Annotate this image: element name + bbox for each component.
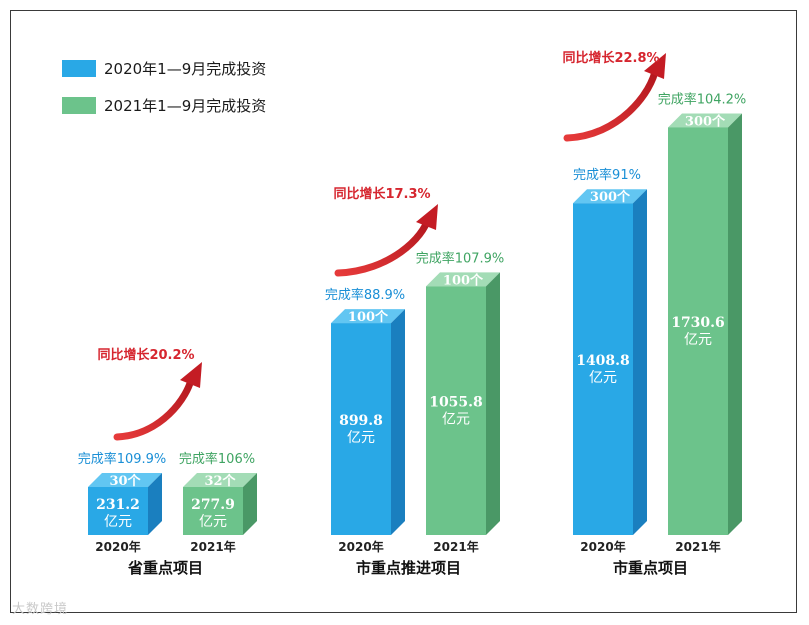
growth-arrow-0 <box>113 372 196 441</box>
bar-1-1-side <box>486 272 500 535</box>
bar-2-0-unit-label: 亿元 <box>589 370 617 386</box>
bar-2-0-rate-label: 完成率91% <box>573 167 641 183</box>
bar-0-1-side <box>243 473 257 535</box>
bar-2-1 <box>668 127 728 536</box>
bar-0-0-value-label: 231.2 <box>96 497 140 513</box>
bar-2-1-unit-label: 亿元 <box>684 332 712 348</box>
bar-0-0-rate-label: 完成率109.9% <box>78 451 167 467</box>
year-label-1-1: 2021年 <box>433 539 478 554</box>
bar-1-1 <box>426 286 486 535</box>
bar-1-0-count-label: 100个 <box>348 309 389 325</box>
bar-1-0-value-label: 899.8 <box>339 413 383 429</box>
bar-1-1-unit-label: 亿元 <box>442 412 470 428</box>
legend-item-2021: 2021年1—9月完成投资 <box>62 95 266 116</box>
bar-0-0-side <box>148 473 162 535</box>
bar-0-1-value-label: 277.9 <box>191 497 235 513</box>
growth-label-1: 同比增长17.3% <box>333 186 430 202</box>
bar-2-1-top <box>668 113 742 128</box>
bar-2-0-top <box>573 189 647 204</box>
legend-swatch-2020 <box>62 60 96 77</box>
growth-arrow-1 <box>334 214 432 277</box>
bar-1-1-count-label: 100个 <box>443 272 484 288</box>
legend-label-2020: 2020年1—9月完成投资 <box>104 60 267 78</box>
year-label-0-0: 2020年 <box>95 539 140 554</box>
bar-0-0-unit-label: 亿元 <box>104 514 132 530</box>
legend-swatch-2021 <box>62 97 96 114</box>
bar-2-0-value-label: 1408.8 <box>576 353 630 369</box>
growth-arrowhead-2 <box>644 53 666 79</box>
year-label-2-1: 2021年 <box>675 539 720 554</box>
category-label-0: 省重点项目 <box>127 559 203 577</box>
bar-0-0-top <box>88 473 162 487</box>
bar-1-1-rate-label: 完成率107.9% <box>416 250 505 266</box>
bar-0-1-top <box>183 473 257 487</box>
watermark: 大数跨境 <box>12 602 69 617</box>
legend-label-2021: 2021年1—9月完成投资 <box>104 97 267 115</box>
growth-arrowhead-0 <box>180 362 202 388</box>
category-label-1: 市重点推进项目 <box>356 559 461 577</box>
bar-2-1-side <box>728 113 742 536</box>
bar-0-1-unit-label: 亿元 <box>199 514 227 530</box>
bar-2-1-value-label: 1730.6 <box>671 315 725 331</box>
bar-0-1 <box>183 487 243 535</box>
year-label-2-0: 2020年 <box>580 539 625 554</box>
bar-1-1-value-label: 1055.8 <box>429 395 483 411</box>
year-label-0-1: 2021年 <box>190 539 235 554</box>
bar-0-0 <box>88 487 148 535</box>
bar-2-0-side <box>633 189 647 535</box>
bar-0-0-count-label: 30个 <box>109 473 141 489</box>
bar-1-0-unit-label: 亿元 <box>347 430 375 446</box>
bar-2-1-count-label: 300个 <box>685 113 726 129</box>
legend-item-2020: 2020年1—9月完成投资 <box>62 58 266 79</box>
growth-label-2: 同比增长22.8% <box>562 50 659 66</box>
bar-1-0 <box>331 323 391 535</box>
category-label-2: 市重点项目 <box>613 559 688 577</box>
bar-1-0-top <box>331 309 405 324</box>
growth-label-0: 同比增长20.2% <box>97 347 194 363</box>
growth-arrowhead-1 <box>416 204 438 230</box>
bar-0-1-rate-label: 完成率106% <box>179 451 255 467</box>
bar-1-0-side <box>391 309 405 535</box>
bar-2-0-count-label: 300个 <box>590 189 631 205</box>
bar-1-1-top <box>426 272 500 287</box>
bar-0-1-count-label: 32个 <box>204 473 236 489</box>
bar-2-0 <box>573 203 633 535</box>
growth-arrow-2 <box>563 63 660 142</box>
bar-1-0-rate-label: 完成率88.9% <box>325 287 405 303</box>
year-label-1-0: 2020年 <box>338 539 383 554</box>
bar-2-1-rate-label: 完成率104.2% <box>658 91 747 107</box>
